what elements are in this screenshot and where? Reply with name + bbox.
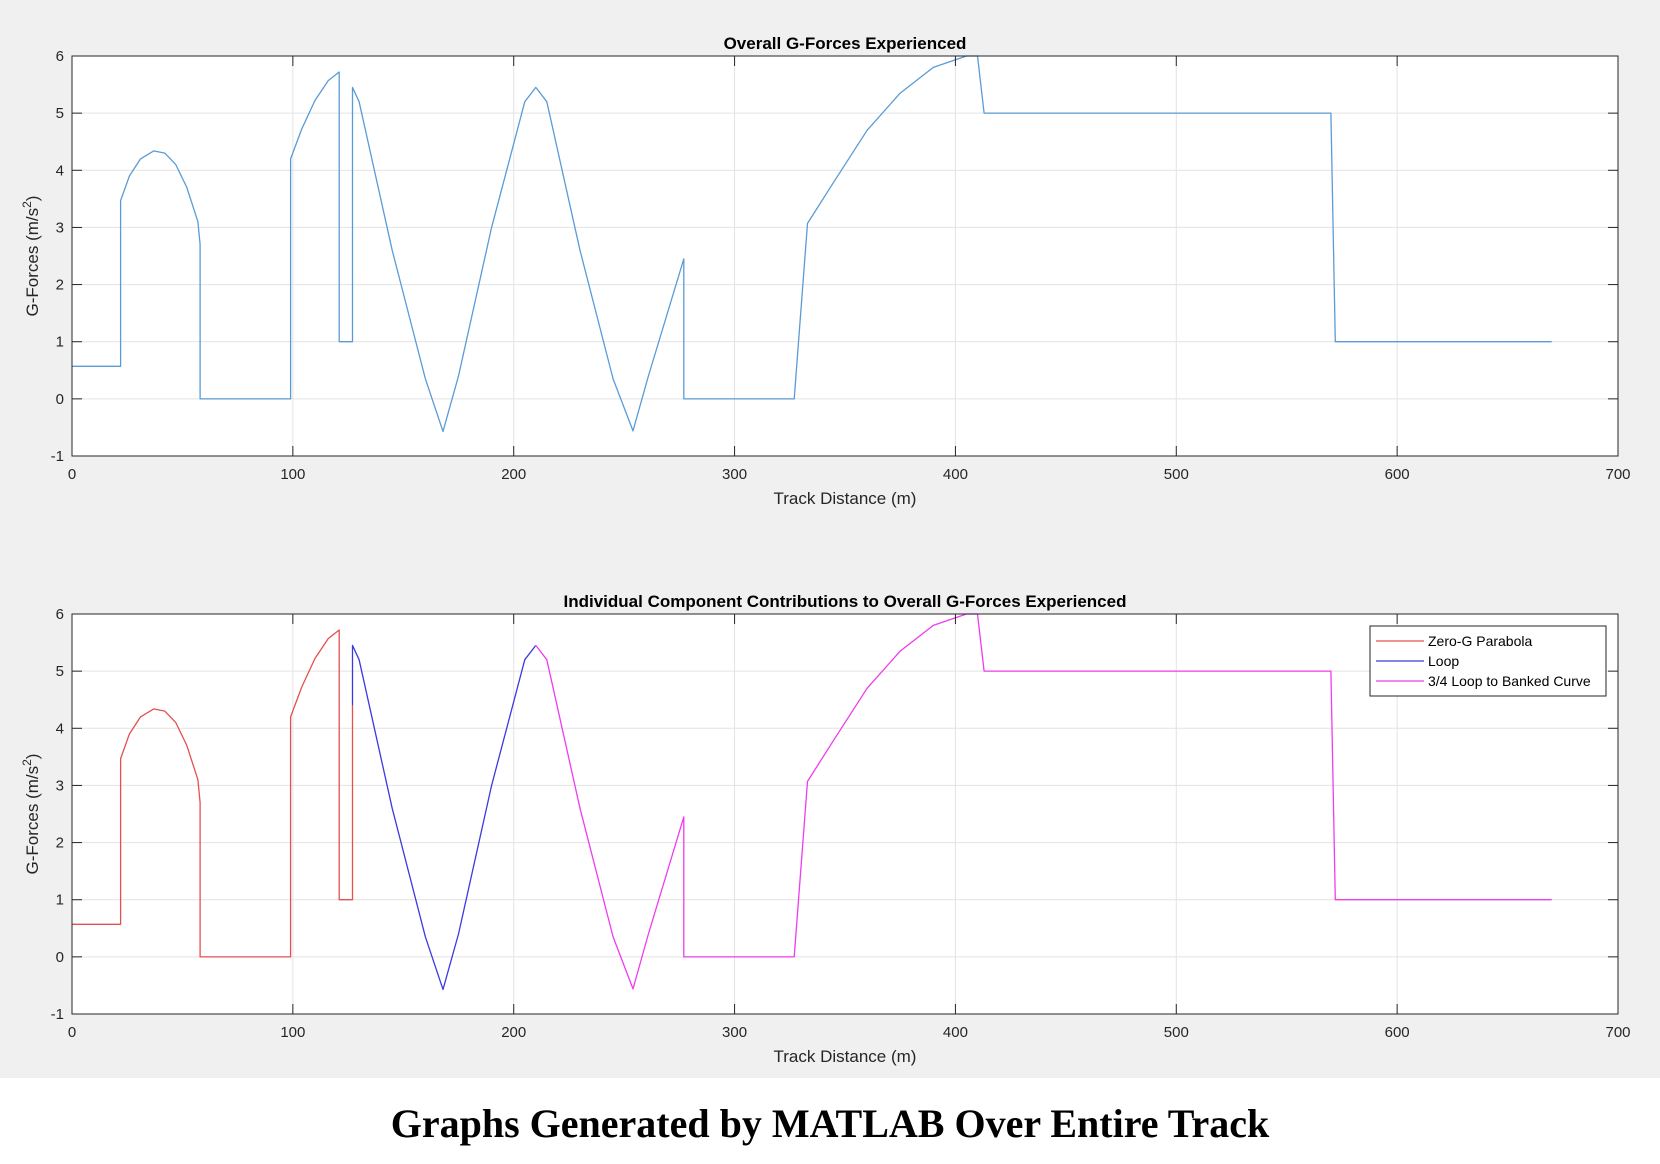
y-tick-label: -1	[51, 448, 64, 465]
x-tick-label: 200	[501, 1024, 526, 1041]
x-tick-label: 700	[1605, 1024, 1630, 1041]
y-tick-label: 1	[56, 334, 64, 351]
x-tick-label: 300	[722, 1024, 747, 1041]
figure-panel: 0 100 200 300 400 500 600 700 -1 0 1 2 3 4 5 6 Overall G…	[0, 0, 1660, 1078]
x-tick-label: 400	[943, 1024, 968, 1041]
x-tick-label: 100	[280, 466, 305, 483]
y-axis-label-text: G-Forces (m/s	[23, 766, 42, 875]
series-line-1	[351, 644, 537, 991]
y-tick-label: 3	[56, 777, 64, 794]
y-axis-label-close: )	[23, 754, 42, 760]
axes-background	[72, 56, 1618, 456]
x-tick-label: 600	[1385, 1024, 1410, 1041]
legend-label-0: Zero-G Parabola	[1428, 633, 1532, 649]
series-line-0	[72, 629, 354, 958]
y-tick-label: 5	[56, 663, 64, 680]
chart-title: Overall G-Forces Experienced	[724, 34, 967, 53]
y-tick-label: 2	[56, 277, 64, 294]
figure-caption: Graphs Generated by MATLAB Over Entire T…	[390, 1101, 1270, 1146]
x-tick-label: 0	[68, 466, 76, 483]
x-axis-label: Track Distance (m)	[774, 489, 917, 508]
axes-box	[71, 55, 1619, 457]
y-axis-label-text: G-Forces (m/s	[23, 208, 42, 317]
x-tick-label: 100	[280, 1024, 305, 1041]
y-tick-label: 1	[56, 892, 64, 909]
x-tick-label: 0	[68, 1024, 76, 1041]
y-tick-label: -1	[51, 1006, 64, 1023]
y-axis-label-superscript: 2	[20, 759, 34, 766]
y-axis-label: G-Forces (m/s2)	[20, 196, 42, 317]
y-tick-label: 5	[56, 105, 64, 122]
y-tick-label: 6	[56, 48, 64, 65]
x-tick-label: 400	[943, 466, 968, 483]
y-tick-label: 4	[56, 162, 64, 179]
legend-label-1: Loop	[1428, 653, 1459, 669]
y-axis-label: G-Forces (m/s2)	[20, 754, 42, 875]
chart-title: Individual Component Contributions to Ov…	[564, 592, 1127, 611]
axes-background	[72, 614, 1618, 1014]
axes-box	[71, 613, 1619, 1015]
y-tick-label: 6	[56, 606, 64, 623]
y-axis-label-close: )	[23, 196, 42, 202]
series-line-0	[72, 55, 1552, 433]
x-tick-label: 300	[722, 466, 747, 483]
x-tick-label: 200	[501, 466, 526, 483]
y-tick-label: 4	[56, 720, 64, 737]
series-line-2	[535, 613, 1552, 990]
y-tick-label: 2	[56, 835, 64, 852]
y-tick-label: 3	[56, 219, 64, 236]
x-tick-label: 500	[1164, 1024, 1189, 1041]
y-axis-label-superscript: 2	[20, 201, 34, 208]
x-tick-label: 500	[1164, 466, 1189, 483]
chart-component-contributions: 0 100 200 300 400 500 600 700-10123456Individua…	[20, 592, 1631, 1066]
x-tick-label: 600	[1385, 466, 1410, 483]
y-tick-label: 0	[56, 391, 64, 408]
y-tick-label: 0	[56, 949, 64, 966]
x-axis-label: Track Distance (m)	[774, 1047, 917, 1066]
x-tick-label: 700	[1605, 466, 1630, 483]
legend-label-2: 3/4 Loop to Banked Curve	[1428, 673, 1591, 689]
